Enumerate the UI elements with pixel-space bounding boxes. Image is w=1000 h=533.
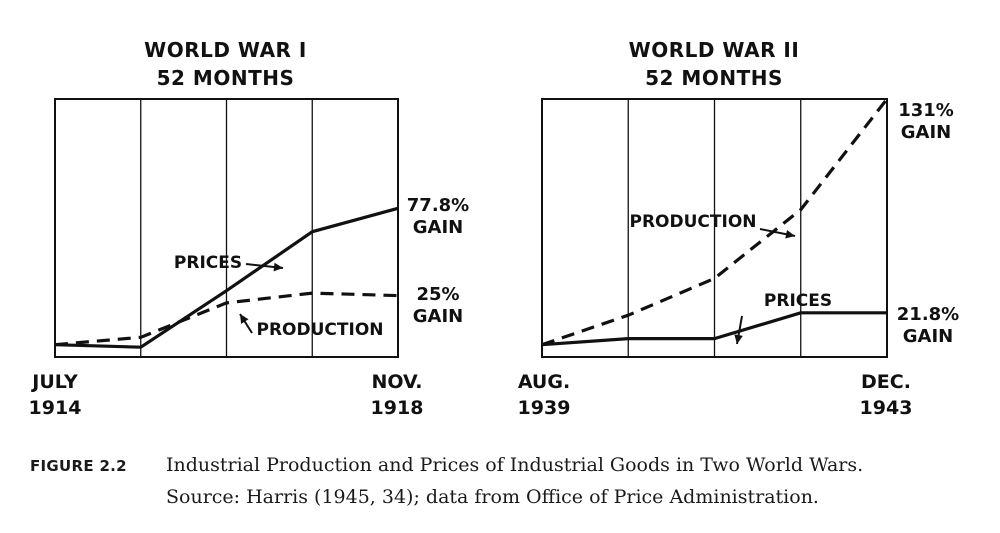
chart2-series-prices-arrow-head	[734, 334, 743, 344]
ww2-title: WORLD WAR II	[628, 38, 800, 62]
chart2-series-prices-label: PRICES	[764, 291, 832, 311]
chart1-x-start-label-2: 1914	[29, 397, 82, 419]
chart1-series-prices-arrow-head	[273, 262, 283, 272]
chart2-series-prices-line	[541, 311, 887, 347]
ww1-title-block: WORLD WAR I 52 MONTHS	[58, 36, 393, 92]
ww2-subtitle: 52 MONTHS	[645, 66, 783, 90]
chart2-x-end-label-1: DEC.	[861, 371, 911, 393]
ww2-title-block: WORLD WAR II 52 MONTHS	[542, 36, 886, 92]
chart2-series-production-end-label-2: GAIN	[901, 122, 951, 143]
chart1-series-production-end-label-1: 25%	[416, 284, 459, 305]
chart2-series-prices-end-label-2: GAIN	[903, 326, 953, 347]
caption-line-2: Source: Harris (1945, 34); data from Off…	[166, 486, 819, 508]
chart2-x-end-label-2: 1943	[860, 397, 913, 419]
chart1-x-end-label-1: NOV.	[371, 371, 422, 393]
chart2-series-production-line	[541, 98, 889, 347]
chart2-x-start-label-2: 1939	[518, 397, 571, 419]
chart2-series-production-arrow-head	[785, 229, 795, 239]
figure-caption: FIGURE 2.2 Industrial Production and Pric…	[30, 450, 990, 513]
chart1-series-production-line	[54, 291, 399, 347]
chart2-series-prices-end-label-1: 21.8%	[897, 304, 959, 325]
chart2-series-production-label: PRODUCTION	[630, 212, 757, 232]
chart1-series-production-label: PRODUCTION	[257, 320, 384, 340]
chart1-series-prices-line	[54, 206, 399, 349]
chart1-series-production-arrow-head	[240, 314, 249, 324]
chart1-series-prices-end-label-1: 77.8%	[407, 195, 469, 216]
chart2-series-production-end-label-1: 131%	[898, 100, 954, 121]
chart1-series-prices-end-label-2: GAIN	[413, 217, 463, 238]
chart1-x-end-label-2: 1918	[371, 397, 424, 419]
ww1-subtitle: 52 MONTHS	[156, 66, 295, 90]
ww1-title: WORLD WAR I	[144, 38, 307, 62]
chart2-x-start-label-1: AUG.	[518, 371, 570, 393]
caption-text-1: Industrial Production and Prices of Indu…	[166, 454, 864, 476]
figure-label: FIGURE 2.2	[30, 457, 127, 475]
chart1-series-prices-label: PRICES	[174, 253, 242, 273]
caption-line-1: FIGURE 2.2 Industrial Production and Pric…	[30, 450, 990, 482]
chart1-x-start-label-1: JULY	[30, 371, 78, 393]
chart1-series-production-end-label-2: GAIN	[413, 306, 463, 327]
charts-canvas: PRICES77.8%GAINPRODUCTION25%GAINJULY1914…	[29, 98, 959, 419]
